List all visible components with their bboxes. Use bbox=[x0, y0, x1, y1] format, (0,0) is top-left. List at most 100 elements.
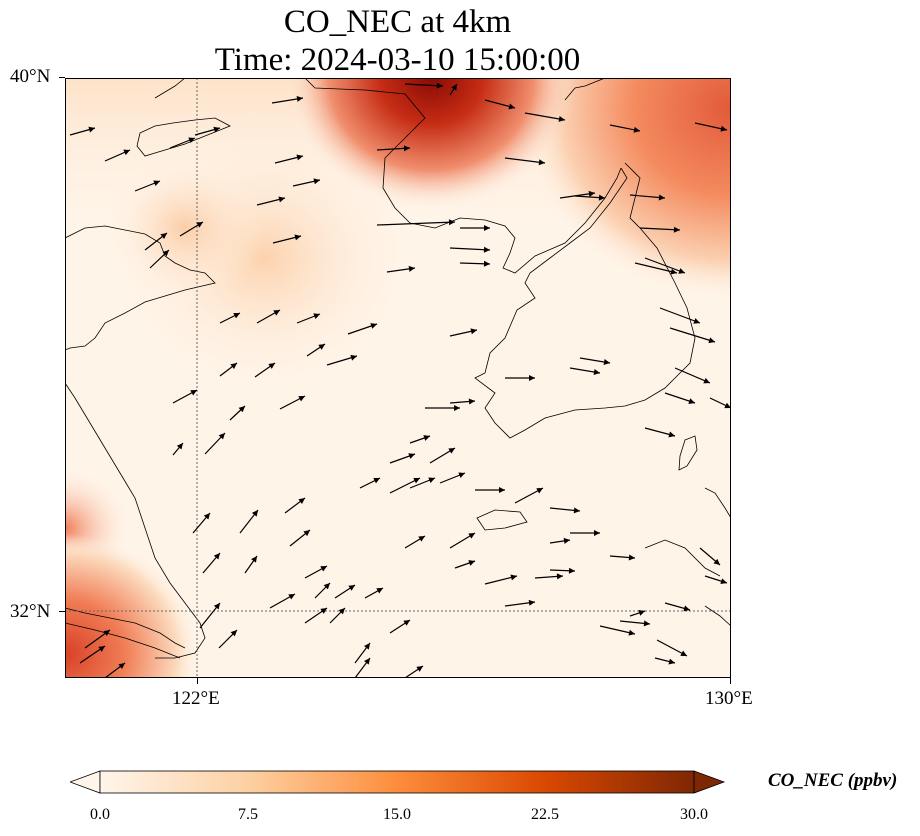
wind-arrow-head bbox=[470, 328, 477, 335]
wind-arrow-head bbox=[320, 608, 327, 614]
wind-arrow-head bbox=[573, 507, 580, 514]
lat-tickmark-40 bbox=[59, 77, 65, 78]
wind-arrow-head bbox=[454, 405, 460, 411]
wind-arrow-head bbox=[708, 337, 715, 344]
wind-arrow-head bbox=[318, 344, 325, 350]
wind-arrow-head bbox=[448, 448, 455, 454]
wind-arrow-head bbox=[218, 433, 225, 440]
wind-arrow bbox=[674, 367, 711, 384]
wind-arrow-head bbox=[403, 145, 410, 152]
wind-arrow-head bbox=[408, 453, 415, 459]
wind-arrow-head bbox=[683, 605, 690, 612]
wind-arrow-head bbox=[213, 603, 220, 610]
wind-arrow-head bbox=[673, 226, 680, 233]
wind-arrow-head bbox=[556, 573, 563, 580]
colorbar-extend-min bbox=[70, 770, 101, 794]
wind-arrow-head bbox=[230, 363, 237, 370]
wind-arrow-head bbox=[628, 629, 635, 636]
wind-arrow bbox=[639, 227, 681, 231]
wind-arrow-head bbox=[451, 84, 457, 91]
wind-arrow-head bbox=[268, 363, 275, 369]
wind-arrow-head bbox=[288, 594, 295, 600]
wind-arrow-head bbox=[98, 646, 105, 652]
wind-arrow-head bbox=[403, 620, 410, 626]
wind-arrow-head bbox=[668, 431, 675, 438]
wind-arrow-head bbox=[638, 610, 645, 616]
wind-arrow-head bbox=[213, 553, 220, 560]
wind-arrow-head bbox=[633, 126, 640, 133]
colorbar-tick-1: 7.5 bbox=[238, 806, 258, 823]
wind-arrow-head bbox=[190, 390, 197, 396]
wind-arrow-head bbox=[294, 234, 301, 241]
wind-arrow-head bbox=[118, 663, 125, 669]
wind-arrow bbox=[644, 257, 686, 274]
wind-arrow-head bbox=[313, 178, 320, 185]
wind-arrow-head bbox=[373, 478, 380, 484]
wind-arrow-head bbox=[413, 478, 420, 484]
wind-arrow-head bbox=[233, 313, 240, 319]
wind-arrow-head bbox=[720, 578, 727, 585]
wind-arrow-head bbox=[348, 585, 355, 591]
wind-arrow-head bbox=[103, 630, 110, 636]
wind-arrow-head bbox=[563, 537, 570, 544]
wind-arrow-head bbox=[468, 533, 475, 539]
wind-arrow-head bbox=[370, 323, 377, 329]
wind-arrow-head bbox=[558, 116, 565, 122]
wind-arrow-head bbox=[196, 222, 203, 228]
lon-tick-label-130: 130°E bbox=[705, 688, 753, 709]
lon-tick-label-122: 122°E bbox=[172, 688, 220, 709]
wind-arrow bbox=[524, 112, 566, 121]
wind-arrow-head bbox=[458, 472, 465, 479]
wind-arrow bbox=[669, 327, 716, 343]
wind-arrow-head bbox=[720, 125, 727, 132]
wind-arrow-head bbox=[338, 608, 345, 615]
wind-arrow-head bbox=[323, 583, 330, 590]
wind-arrow-head bbox=[273, 310, 280, 316]
wind-arrow-head bbox=[568, 567, 575, 574]
wind-arrow-head bbox=[594, 530, 600, 536]
lat-tick-label-32: 32°N bbox=[10, 601, 51, 622]
wind-arrow-head bbox=[678, 268, 685, 274]
wind-arrow bbox=[449, 247, 491, 251]
wind-arrow-head bbox=[688, 398, 695, 404]
wind-arrow-head bbox=[536, 488, 543, 494]
lat-tickmark-32 bbox=[59, 611, 65, 612]
wind-arrow-head bbox=[298, 396, 305, 402]
wind-arrow-head bbox=[123, 149, 130, 156]
wind-arrow-head bbox=[364, 658, 370, 665]
wind-arrow-head bbox=[510, 574, 517, 581]
wind-arrow-head bbox=[448, 219, 455, 226]
colorbar-tick-2: 15.0 bbox=[383, 806, 411, 823]
wind-arrow-head bbox=[693, 318, 700, 324]
wind-arrow-head bbox=[408, 265, 415, 272]
colorbar-extend-max bbox=[693, 770, 726, 794]
wind-arrow-head bbox=[176, 443, 183, 450]
wind-arrow-head bbox=[418, 536, 425, 542]
plot-title-line1: CO_NEC at 4km bbox=[283, 4, 512, 40]
lon-tickmark-130 bbox=[730, 678, 731, 684]
wind-arrow-head bbox=[628, 554, 635, 561]
co-field-southwest bbox=[65, 78, 731, 678]
colorbar-tick-0: 0.0 bbox=[90, 806, 110, 823]
wind-arrow-head bbox=[508, 103, 515, 110]
lon-tickmark-122 bbox=[197, 678, 198, 684]
colorbar-gradient bbox=[99, 770, 695, 794]
colorbar-label: CO_NEC (ppbv) bbox=[768, 770, 898, 791]
map-panel bbox=[64, 77, 732, 709]
wind-arrow-head bbox=[436, 82, 443, 89]
wind-arrow-head bbox=[296, 154, 303, 161]
wind-arrow-head bbox=[423, 435, 430, 441]
wind-arrow bbox=[504, 157, 546, 164]
wind-arrow-head bbox=[213, 126, 220, 133]
wind-arrow-head bbox=[238, 406, 245, 413]
wind-arrow-head bbox=[320, 566, 327, 572]
wind-arrow-head bbox=[598, 194, 605, 201]
colorbar bbox=[70, 770, 726, 794]
wind-arrow-head bbox=[428, 477, 435, 484]
map-border bbox=[65, 78, 731, 678]
wind-arrow-head bbox=[668, 658, 675, 665]
wind-arrow-head bbox=[680, 650, 687, 656]
wind-arrow-head bbox=[376, 588, 383, 594]
wind-arrow-head bbox=[298, 498, 305, 504]
wind-arrow-head bbox=[499, 487, 505, 493]
